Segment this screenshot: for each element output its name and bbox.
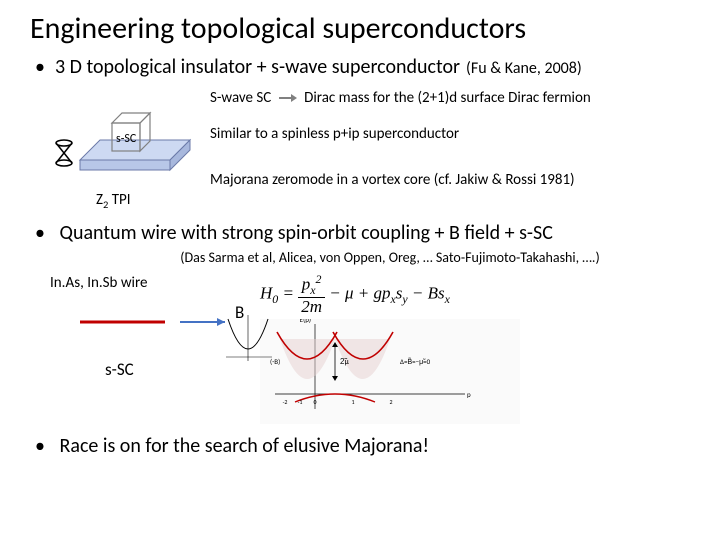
bullet-marker: • (35, 55, 45, 79)
ylabel-e: E(p) (300, 319, 311, 324)
ssc-cube-label: s-SC (116, 132, 137, 146)
bullet1-text: 3 D topological insulator + s-wave super… (55, 55, 460, 79)
bullet1-cite: (Fu & Kane, 2008) (466, 59, 582, 78)
slide-title: Engineering topological superconductors (30, 10, 690, 47)
ti-sc-svg: s-SC (50, 85, 210, 205)
xlabel-p: p (467, 390, 471, 399)
z2-tpi-label: Z2 TPI (96, 191, 131, 211)
s1-line2: Similar to a spinless p+ip superconducto… (210, 125, 690, 143)
xt1: -1 (298, 398, 303, 406)
section1-text: S-wave SC Dirac mass for the (2+1)d surf… (210, 85, 690, 207)
xt4: 2 (389, 398, 392, 406)
xt3: 1 (351, 398, 354, 406)
bullet-marker-2: • (35, 221, 45, 245)
wire-label: In.As, In.Sb wire (50, 274, 148, 292)
dirac-cone-icon (56, 140, 72, 166)
equation-and-plot: H0 = px2 2m − μ + gpxsy − Bsx (260, 274, 690, 414)
slab-front (80, 160, 170, 170)
s1-line1: S-wave SC Dirac mass for the (2+1)d surf… (210, 89, 690, 107)
curve-lower (295, 394, 375, 402)
xt0: -2 (283, 398, 288, 406)
section-2: In.As, In.Sb wire B s-SC H0 = px2 2m (50, 274, 690, 414)
hamiltonian-eq: H0 = px2 2m − μ + gpxsy − Bsx (260, 274, 690, 315)
bullet2-cite: (Das Sarma et al, Alicea, von Oppen, Ore… (90, 249, 690, 266)
bullet-marker-3: • (35, 434, 45, 458)
xt2: 0 (313, 398, 316, 406)
inset-parabola (220, 309, 276, 365)
gap-label: 2̃μ (340, 357, 349, 367)
gap-arrow-dn (332, 376, 338, 381)
ti-sc-diagram: s-SC Z2 TPI (50, 85, 210, 205)
s1-line3: Majorana zeromode in a vortex core (cf. … (210, 171, 690, 189)
section-1: s-SC Z2 TPI S-wave SC Dirac mass for the… (50, 85, 690, 207)
ssc-label-2: s-SC (105, 359, 134, 380)
right-annot: Δ=B̃=−μ̃=0 (400, 357, 431, 366)
dispersion-plot: E(p) p (-B) -2 -1 0 1 2 2̃μ Δ=B̃=−μ̃=0 (260, 319, 520, 424)
bullet-3: • Race is on for the search of elusive M… (30, 434, 690, 458)
implies-arrow-icon (279, 94, 297, 102)
bullet-1: • 3 D topological insulator + s-wave sup… (30, 55, 690, 79)
bullet-2: • Quantum wire with strong spin-orbit co… (30, 221, 690, 245)
